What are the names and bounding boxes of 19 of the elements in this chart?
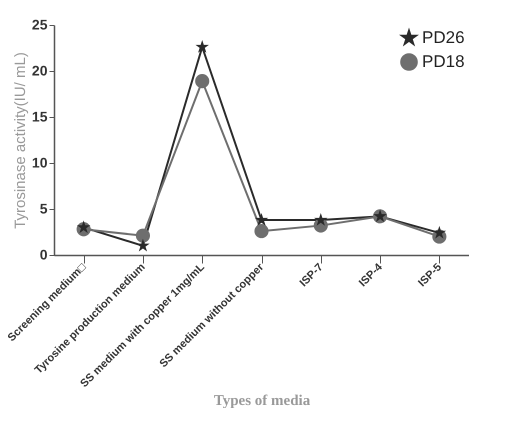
point (314, 212, 328, 226)
y-tick-label: 15 (32, 108, 48, 124)
point (76, 220, 90, 234)
point (136, 228, 150, 243)
y-tick-label: 5 (40, 200, 48, 216)
point (432, 226, 446, 239)
point (136, 238, 150, 252)
y-tick-label: 0 (40, 246, 48, 262)
legend-label: PD18 (422, 52, 465, 71)
y-tick-label: 20 (32, 62, 48, 78)
point (254, 224, 269, 238)
point (195, 40, 209, 53)
x-axis-title: Types of media (214, 393, 311, 410)
point (254, 212, 268, 226)
y-tick-label: 10 (32, 154, 48, 170)
point (195, 74, 210, 88)
y-tick-label: 25 (32, 16, 48, 32)
y-axis-title: Tyrosinase activity(IU/ mL) (12, 52, 29, 229)
legend-label: PD26 (422, 28, 465, 47)
